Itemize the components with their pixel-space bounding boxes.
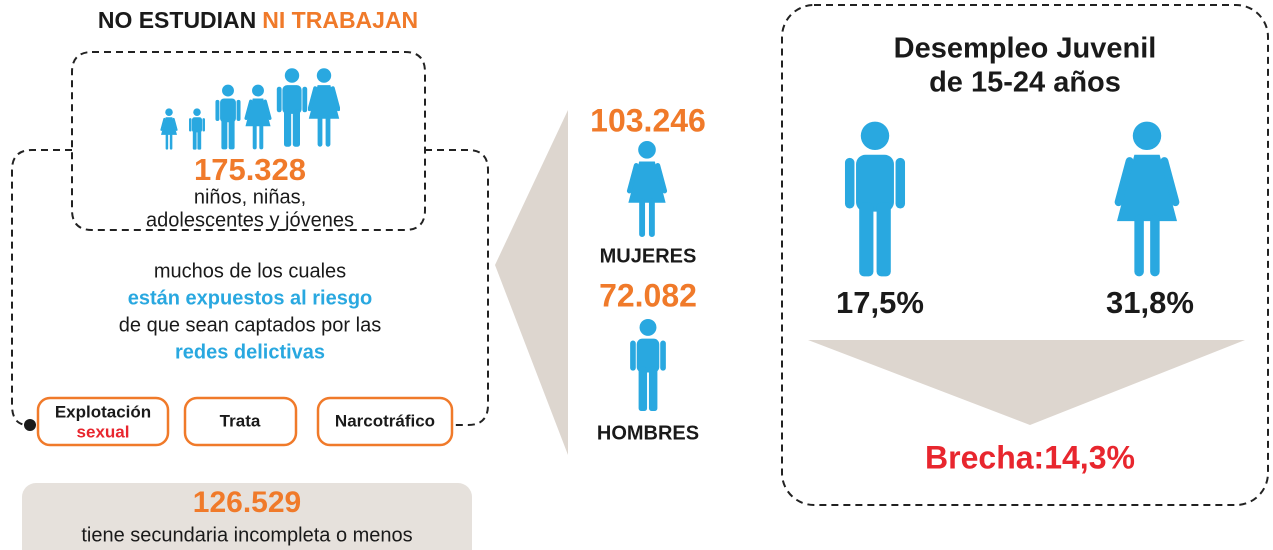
man-icon (844, 121, 906, 277)
man-icon (276, 68, 308, 147)
risk-line: muchos de los cuales (154, 260, 346, 282)
secondary-value: 126.529 (193, 486, 301, 519)
risk-line: están expuestos al riesgo (128, 287, 373, 309)
risk-line: redes delictivas (175, 341, 325, 363)
dot (24, 419, 36, 431)
tag-box (316, 396, 454, 447)
total-line: adolescentes y jóvenes (146, 209, 354, 231)
woman-icon (628, 141, 665, 237)
outer-box-right (425, 149, 489, 426)
men-value: 72.082 (599, 277, 697, 313)
girl-icon (159, 108, 179, 150)
woman-icon (309, 68, 339, 146)
secondary-box (22, 483, 472, 550)
men-rate: 17,5% (836, 285, 924, 320)
secondary-text: tiene secundaria incompleta o menos (81, 524, 412, 546)
tag-box (36, 396, 170, 447)
tag-text: Trata (220, 411, 261, 430)
outer-box-left (11, 149, 72, 426)
girl-icon (244, 84, 272, 150)
gap: Brecha:14,3% (925, 439, 1135, 475)
tag-text: Narcotráfico (335, 411, 435, 430)
boy-icon (189, 108, 205, 150)
right-title: de 15-24 años (929, 67, 1121, 99)
gap-arrow (808, 340, 1245, 425)
women-label: MUJERES (600, 245, 697, 267)
tag-text: sexual (77, 422, 130, 441)
total-line: niños, niñas, (194, 186, 306, 208)
right-title: Desempleo Juvenil (894, 33, 1157, 65)
right-box (781, 4, 1269, 506)
tag-text: Explotación (55, 402, 151, 421)
tag-box (183, 396, 298, 447)
men-label: HOMBRES (597, 422, 699, 444)
title-start: NO ESTUDIAN (98, 7, 256, 33)
boy-icon (215, 84, 241, 150)
woman-icon (1117, 122, 1177, 277)
title-end: NI TRABAJAN (262, 7, 418, 33)
women-rate: 31,8% (1106, 285, 1194, 320)
title: NO ESTUDIAN NI TRABAJAN (98, 7, 418, 33)
man-icon (630, 318, 666, 412)
women-value: 103.246 (590, 102, 706, 138)
risk-line: de que sean captados por las (119, 314, 381, 336)
pointer (495, 110, 568, 455)
total: 175.328 (194, 152, 306, 187)
